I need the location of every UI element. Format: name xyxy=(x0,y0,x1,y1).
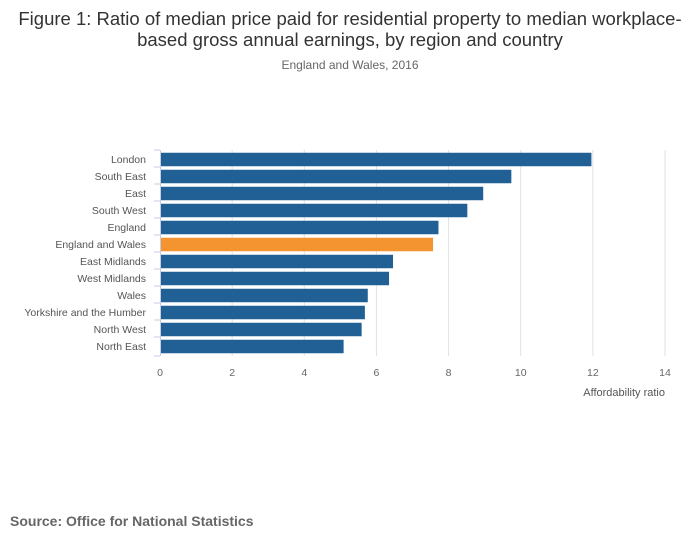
category-label: West Midlands xyxy=(77,273,146,285)
chart-title: Figure 1: Ratio of median price paid for… xyxy=(18,8,682,50)
category-label: London xyxy=(111,154,146,166)
bar-east-midlands xyxy=(161,254,394,269)
x-tick-label: 12 xyxy=(587,367,599,379)
bar-north-east xyxy=(161,339,344,354)
chart-subtitle: England and Wales, 2016 xyxy=(281,58,419,72)
category-label: East xyxy=(125,188,146,200)
bar-north-west xyxy=(161,322,362,337)
x-axis-label: Affordability ratio xyxy=(583,387,665,399)
source-note: Source: Office for National Statistics xyxy=(10,513,254,529)
category-label: England and Wales xyxy=(55,239,146,251)
category-label: South West xyxy=(92,205,146,217)
bar-england xyxy=(161,220,439,235)
category-label: North West xyxy=(94,324,146,336)
bar-south-east xyxy=(161,169,512,184)
bar-south-west xyxy=(161,203,468,218)
category-label: Yorkshire and the Humber xyxy=(24,307,146,319)
bar-england-and-wales xyxy=(161,237,434,252)
category-label: North East xyxy=(96,341,146,353)
category-label: East Midlands xyxy=(80,256,146,268)
x-tick-label: 14 xyxy=(659,367,671,379)
category-label: England xyxy=(107,222,146,234)
x-tick-label: 10 xyxy=(515,367,527,379)
x-tick-label: 8 xyxy=(446,367,452,379)
category-label: Wales xyxy=(117,290,146,302)
x-tick-label: 2 xyxy=(229,367,235,379)
category-label: South East xyxy=(95,171,146,183)
bar-wales xyxy=(161,288,368,303)
x-tick-label: 4 xyxy=(301,367,307,379)
bar-east xyxy=(161,186,484,201)
bar-west-midlands xyxy=(161,271,390,286)
x-tick-label: 0 xyxy=(157,367,163,379)
bar-yorkshire-and-the-humber xyxy=(161,305,365,320)
x-tick-label: 6 xyxy=(374,367,380,379)
bar-london xyxy=(161,152,592,167)
